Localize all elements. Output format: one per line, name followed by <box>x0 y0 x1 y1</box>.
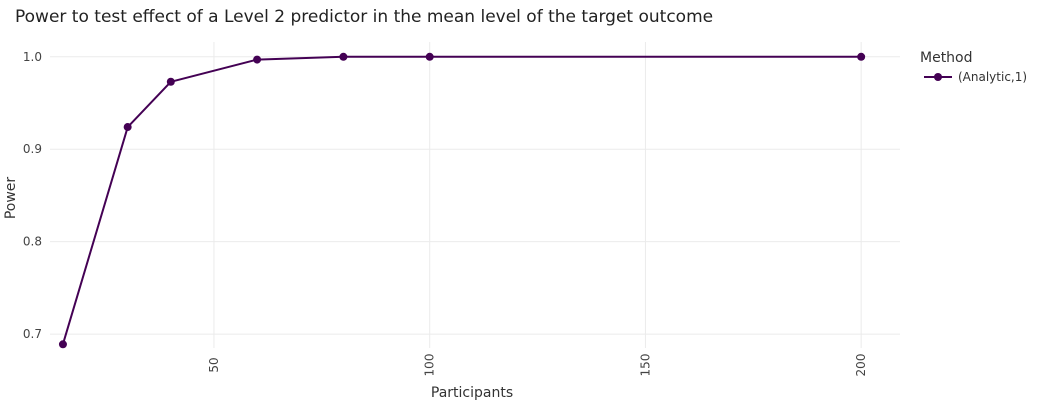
y-tick-label: 1.0 <box>23 50 42 64</box>
x-tick-label: 200 <box>854 354 868 377</box>
data-point <box>857 52 866 61</box>
y-tick-label: 0.8 <box>23 235 42 249</box>
y-tick-label: 0.9 <box>23 142 42 156</box>
data-point <box>425 52 434 61</box>
x-axis-title: Participants <box>431 385 513 400</box>
legend: Method (Analytic,1) <box>920 50 1027 84</box>
x-tick-label: 100 <box>423 354 437 377</box>
y-tick-label: 0.7 <box>23 327 42 341</box>
y-axis-title: Power <box>3 177 19 220</box>
chart-title: Power to test effect of a Level 2 predic… <box>15 7 713 27</box>
grid <box>50 42 900 348</box>
data-point <box>123 123 132 132</box>
data-point <box>58 340 67 349</box>
y-axis-ticks: 0.7 0.8 0.9 1.0 <box>23 50 42 341</box>
legend-title: Method <box>920 50 973 66</box>
x-tick-label: 150 <box>638 354 652 377</box>
data-point <box>339 52 348 61</box>
legend-swatch-point <box>934 73 942 81</box>
x-tick-label: 50 <box>207 357 221 372</box>
legend-item-label: (Analytic,1) <box>958 70 1027 84</box>
data-point <box>166 77 175 86</box>
data-point <box>253 55 262 64</box>
series-line <box>61 55 862 345</box>
series-layer <box>58 52 866 349</box>
legend-items: (Analytic,1) <box>924 70 1027 84</box>
x-axis-ticks: 50 100 150 200 <box>207 354 868 377</box>
